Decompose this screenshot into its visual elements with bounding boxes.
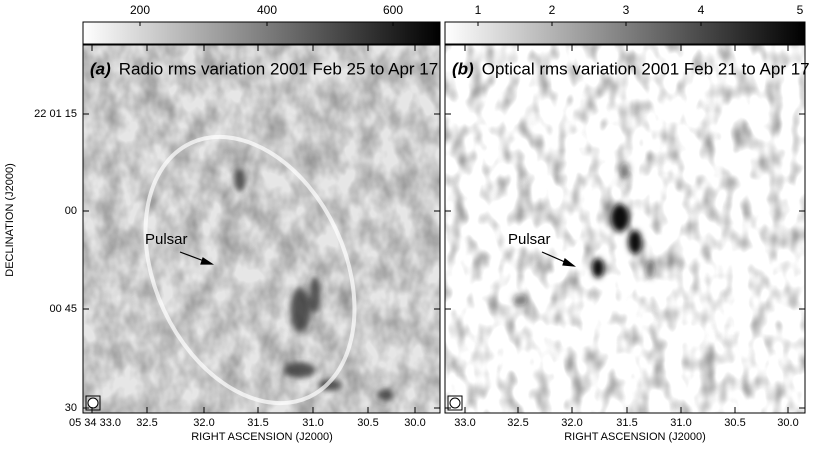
x-tick-label: 30.0 xyxy=(404,417,425,429)
colorbar-tick-label: 600 xyxy=(383,3,403,17)
x-tick-label: 32.5 xyxy=(136,417,157,429)
x-tick-label: 32.0 xyxy=(561,417,582,429)
colorbar-tick-label: 400 xyxy=(257,3,277,17)
panels: DECLINATION (J2000) RIGHT ASCENSION (J20… xyxy=(4,21,806,443)
frame xyxy=(82,44,441,414)
colorbar xyxy=(444,21,806,45)
x-tick-label: 31.5 xyxy=(247,417,268,429)
y-tick-label: 00 xyxy=(65,205,77,217)
x-tick-label: 33.0 xyxy=(454,417,475,429)
colorbar-tick-label: 3 xyxy=(623,3,630,17)
panel-title: Radio rms variation 2001 Feb 25 to Apr 1… xyxy=(119,59,438,78)
x-tick-label: 32.0 xyxy=(193,417,214,429)
y-axis-label: DECLINATION (J2000) xyxy=(4,163,16,277)
frame xyxy=(444,44,806,414)
annotation: Pulsar xyxy=(145,231,188,248)
radio-image xyxy=(83,45,440,413)
x-tick-label: 30.5 xyxy=(724,417,745,429)
y-tick-label: 00 45 xyxy=(49,303,77,315)
colorbar xyxy=(82,21,441,45)
beam-box xyxy=(85,395,101,411)
colorbar-tick-label: 2 xyxy=(549,3,556,17)
y-tick-label: 22 01 15 xyxy=(34,108,77,120)
panel-title: Optical rms variation 2001 Feb 21 to Apr… xyxy=(482,59,810,78)
x-tick-label: 31.5 xyxy=(616,417,637,429)
x-tick-label: 30.0 xyxy=(777,417,798,429)
beam xyxy=(87,397,99,409)
panel-label: (a) xyxy=(90,59,111,78)
colorbar-tick-label: 5 xyxy=(797,3,804,17)
annotation: Pulsar xyxy=(508,231,551,248)
beam-box xyxy=(447,395,463,411)
x-tick-label: 31.0 xyxy=(670,417,691,429)
optical-image xyxy=(445,45,805,413)
colorbar-tick-label: 4 xyxy=(698,3,705,17)
beam xyxy=(449,397,461,409)
panel-label: (b) xyxy=(452,59,474,78)
arrows xyxy=(179,251,576,267)
x-axis-label: RIGHT ASCENSION (J2000) xyxy=(564,431,706,443)
x-tick-label: 31.0 xyxy=(302,417,323,429)
x-axis-label: RIGHT ASCENSION (J2000) xyxy=(191,431,333,443)
y-tick-label: 30 xyxy=(65,402,77,414)
colorbar-tick-label: 200 xyxy=(130,3,150,17)
colorbar-tick-label: 1 xyxy=(475,3,482,17)
x-tick-label: 05 34 33.0 xyxy=(69,417,121,429)
x-tick-label: 30.5 xyxy=(357,417,378,429)
x-tick-label: 32.5 xyxy=(507,417,528,429)
